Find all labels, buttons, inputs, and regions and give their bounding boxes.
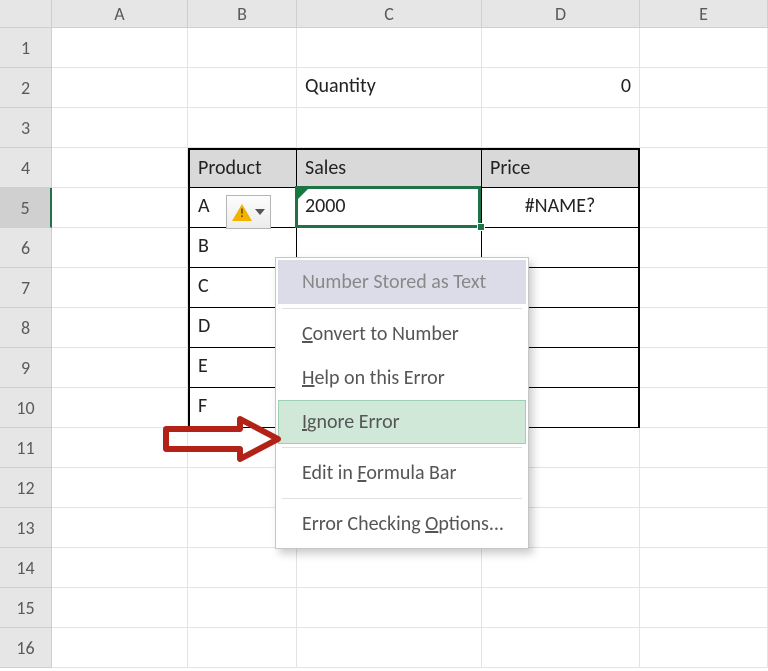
row-header-4[interactable]: 4 (0, 148, 52, 188)
cell-B3[interactable] (188, 108, 297, 148)
cell-E5[interactable] (640, 188, 768, 228)
cell-E11[interactable] (640, 428, 768, 468)
row-header-12[interactable]: 12 (0, 468, 52, 508)
cell-B2[interactable] (188, 68, 297, 108)
column-headers: ABCDE (0, 0, 768, 28)
row-header-5[interactable]: 5 (0, 188, 52, 228)
cell-E12[interactable] (640, 468, 768, 508)
error-triangle-icon (297, 188, 309, 200)
cell-A1[interactable] (52, 28, 188, 68)
cell-E2[interactable] (640, 68, 768, 108)
cell-E16[interactable] (640, 628, 768, 668)
col-header-C[interactable]: C (297, 0, 482, 28)
row-header-9[interactable]: 9 (0, 348, 52, 388)
cell-E9[interactable] (640, 348, 768, 388)
cell-E4[interactable] (640, 148, 768, 188)
cell-E8[interactable] (640, 308, 768, 348)
cell-A4[interactable] (52, 148, 188, 188)
row-header-6[interactable]: 6 (0, 228, 52, 268)
row-header-11[interactable]: 11 (0, 428, 52, 468)
cell-E14[interactable] (640, 548, 768, 588)
col-header-D[interactable]: D (482, 0, 640, 28)
cell-C3[interactable] (297, 108, 482, 148)
col-header-E[interactable]: E (640, 0, 768, 28)
error-indicator-button[interactable]: ! (226, 195, 271, 229)
cell-A13[interactable] (52, 508, 188, 548)
cell-C5[interactable]: 2000 (297, 188, 482, 228)
cell-B16[interactable] (188, 628, 297, 668)
cell-C14[interactable] (297, 548, 482, 588)
cell-E10[interactable] (640, 388, 768, 428)
row-header-8[interactable]: 8 (0, 308, 52, 348)
cell-A6[interactable] (52, 228, 188, 268)
cell-B1[interactable] (188, 28, 297, 68)
warning-icon: ! (232, 204, 252, 221)
cell-D15[interactable] (482, 588, 640, 628)
row-header-1[interactable]: 1 (0, 28, 52, 68)
cell-E13[interactable] (640, 508, 768, 548)
cell-D5[interactable]: #NAME? (482, 188, 640, 228)
cell-C16[interactable] (297, 628, 482, 668)
select-all-corner[interactable] (0, 0, 52, 28)
fill-handle[interactable] (477, 223, 485, 231)
col-header-A[interactable]: A (52, 0, 188, 28)
cell-D2[interactable]: 0 (482, 68, 640, 108)
cell-E1[interactable] (640, 28, 768, 68)
menu-separator (282, 308, 522, 309)
cell-A8[interactable] (52, 308, 188, 348)
cell-A2[interactable] (52, 68, 188, 108)
cell-B14[interactable] (188, 548, 297, 588)
cell-B15[interactable] (188, 588, 297, 628)
cell-E3[interactable] (640, 108, 768, 148)
menu-item-convert-to-number[interactable]: Convert to Number (278, 312, 526, 356)
row-header-2[interactable]: 2 (0, 68, 52, 108)
cell-D3[interactable] (482, 108, 640, 148)
cell-E15[interactable] (640, 588, 768, 628)
cell-A7[interactable] (52, 268, 188, 308)
cell-A5[interactable] (52, 188, 188, 228)
cell-C2[interactable]: Quantity (297, 68, 482, 108)
row-header-13[interactable]: 13 (0, 508, 52, 548)
chevron-down-icon (255, 209, 265, 215)
row-header-3[interactable]: 3 (0, 108, 52, 148)
cell-A9[interactable] (52, 348, 188, 388)
cell-C4[interactable]: Sales (297, 148, 482, 188)
menu-separator (282, 447, 522, 448)
cell-E7[interactable] (640, 268, 768, 308)
cell-C1[interactable] (297, 28, 482, 68)
cell-A14[interactable] (52, 548, 188, 588)
col-header-B[interactable]: B (188, 0, 297, 28)
cell-A15[interactable] (52, 588, 188, 628)
cell-D14[interactable] (482, 548, 640, 588)
cell-A3[interactable] (52, 108, 188, 148)
annotation-arrow (160, 415, 290, 463)
menu-item-ignore-error[interactable]: Ignore Error (278, 400, 526, 444)
cell-B4[interactable]: Product (188, 148, 297, 188)
cell-A16[interactable] (52, 628, 188, 668)
cell-C15[interactable] (297, 588, 482, 628)
cell-D16[interactable] (482, 628, 640, 668)
row-header-16[interactable]: 16 (0, 628, 52, 668)
menu-item-edit-in-formula-bar[interactable]: Edit in Formula Bar (278, 451, 526, 495)
menu-item-number-stored-as-text: Number Stored as Text (278, 260, 526, 304)
row-header-15[interactable]: 15 (0, 588, 52, 628)
error-context-menu: Number Stored as Text Convert to NumberHe… (275, 257, 529, 549)
menu-separator (282, 498, 522, 499)
row-header-14[interactable]: 14 (0, 548, 52, 588)
cell-D1[interactable] (482, 28, 640, 68)
row-header-7[interactable]: 7 (0, 268, 52, 308)
row-header-10[interactable]: 10 (0, 388, 52, 428)
menu-item-error-checking-options[interactable]: Error Checking Options... (278, 502, 526, 546)
cell-D4[interactable]: Price (482, 148, 640, 188)
menu-item-help-on-this-error[interactable]: Help on this Error (278, 356, 526, 400)
cell-E6[interactable] (640, 228, 768, 268)
cell-A12[interactable] (52, 468, 188, 508)
